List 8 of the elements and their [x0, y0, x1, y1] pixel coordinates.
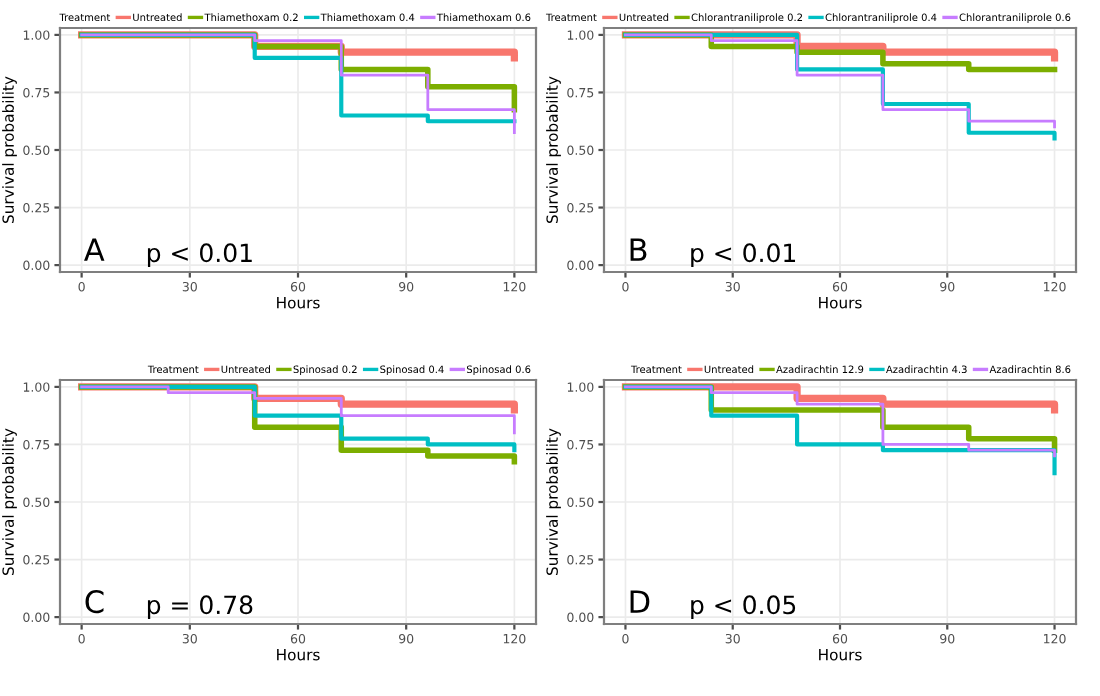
annotation: B: [630, 238, 647, 261]
annotation: p < 0.01: [691, 243, 796, 268]
annotation: D: [630, 590, 650, 613]
annotation: p < 0.01: [147, 243, 252, 268]
annotation: A: [84, 238, 105, 261]
annotation: p = 0.78: [147, 595, 253, 620]
annotation: p < 0.05: [691, 595, 796, 620]
annotation: C: [85, 590, 104, 614]
